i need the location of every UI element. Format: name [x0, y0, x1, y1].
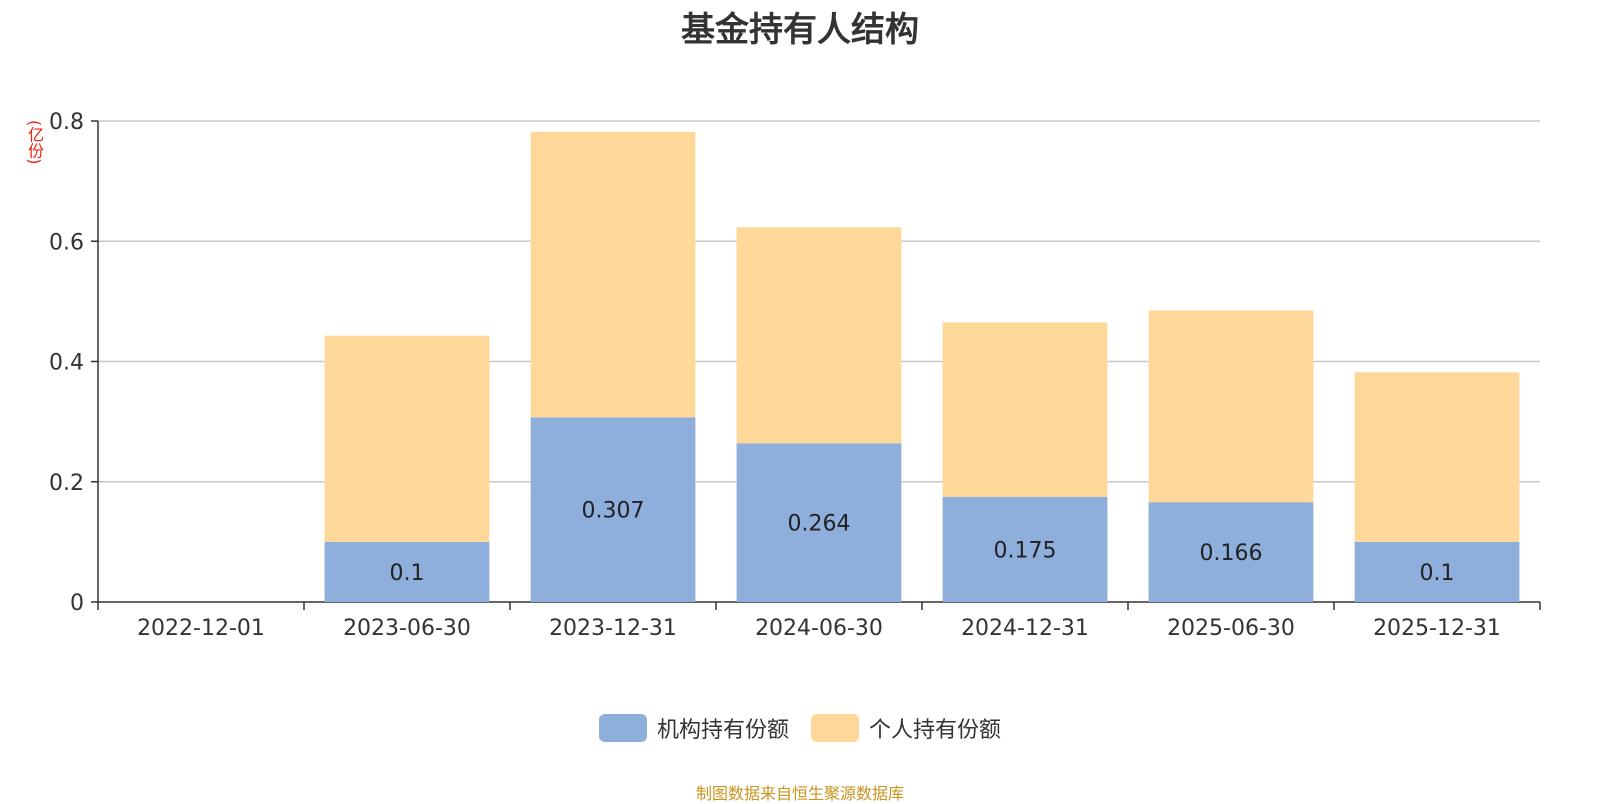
data-label: 0.1 [390, 561, 425, 586]
bar-individual [324, 335, 490, 542]
legend-label-institutional: 机构持有份额 [656, 718, 789, 743]
legend: 机构持有份额 个人持有份额 [0, 712, 1600, 744]
data-source-note: 制图数据来自恒生聚源数据库 [695, 784, 904, 803]
bar-institutional [942, 496, 1108, 602]
y-tick-label: 0.6 [49, 230, 84, 255]
legend-label-individual: 个人持有份额 [869, 718, 1002, 743]
bar-institutional [1148, 502, 1314, 602]
bar-individual [530, 131, 696, 418]
data-label: 0.166 [1200, 541, 1263, 566]
data-label: 0.1 [1420, 561, 1455, 586]
bar-institutional [736, 443, 902, 602]
x-tick-label: 2024-06-30 [755, 616, 883, 641]
x-tick-label: 2023-06-30 [343, 616, 471, 641]
chart-title: 基金持有人结构 [681, 10, 919, 50]
x-tick-label: 2024-12-31 [961, 616, 1089, 641]
x-tick-label: 2025-06-30 [1167, 616, 1295, 641]
bar-institutional [530, 417, 696, 602]
bar-individual [1148, 310, 1314, 503]
y-tick-label: 0.4 [49, 351, 84, 376]
bar-individual [736, 227, 902, 444]
bar-individual [942, 322, 1108, 497]
legend-item-institutional[interactable]: 机构持有份额 [598, 712, 789, 744]
bar-institutional [1354, 541, 1520, 602]
bar-individual [1354, 372, 1520, 542]
y-tick-label: 0 [70, 591, 84, 616]
x-tick-label: 2025-12-31 [1373, 616, 1501, 641]
legend-item-individual[interactable]: 个人持有份额 [811, 712, 1001, 744]
y-axis-unit: (亿份) [25, 120, 44, 165]
data-label: 0.175 [994, 538, 1057, 563]
bar-institutional [324, 541, 490, 602]
x-tick-label: 2022-12-01 [137, 616, 265, 641]
y-tick-label: 0.8 [49, 110, 84, 135]
legend-swatch-individual [811, 714, 859, 742]
legend-swatch-institutional [598, 714, 647, 742]
x-tick-label: 2023-12-31 [549, 616, 677, 641]
data-label: 0.307 [582, 499, 645, 524]
y-tick-label: 0.2 [49, 471, 84, 496]
data-label: 0.264 [788, 512, 851, 537]
